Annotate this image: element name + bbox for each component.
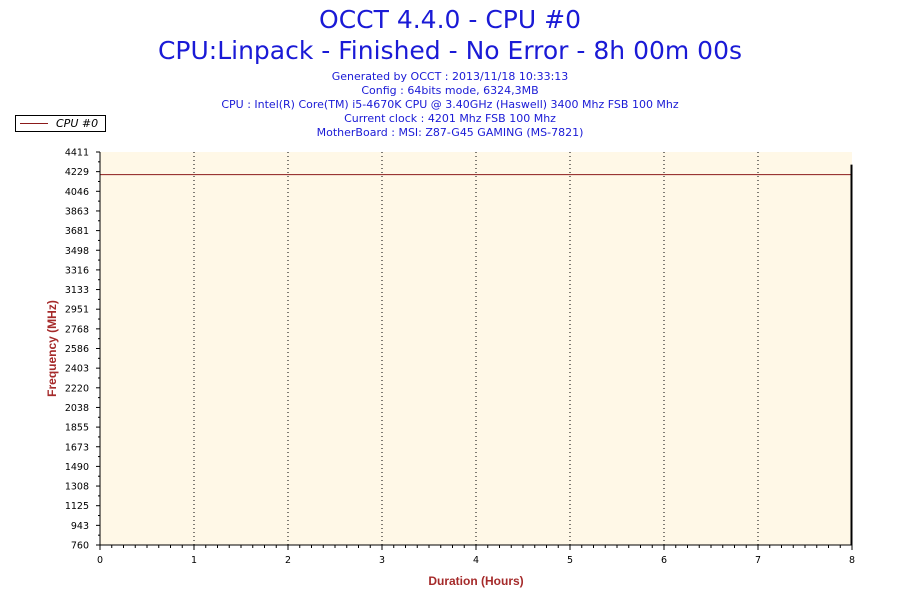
y-tick-label-20: 4411 [65,148,89,159]
y-tick-label-15: 3498 [65,246,89,257]
x-tick-label-4: 4 [473,555,479,566]
info-motherboard: MotherBoard : MSI: Z87-G45 GAMING (MS-78… [316,126,584,139]
y-tick-label-9: 2403 [65,364,89,375]
x-tick-label-3: 3 [379,555,385,566]
x-tick-label-2: 2 [285,555,291,566]
y-tick-label-4: 1490 [65,462,89,473]
y-tick-label-0: 760 [71,541,89,552]
y-tick-label-16: 3681 [65,226,89,237]
y-tick-label-17: 3863 [65,206,89,217]
y-tick-label-10: 2586 [65,344,89,355]
x-tick-label-7: 7 [755,555,761,566]
x-tick-label-8: 8 [849,555,855,566]
y-tick-label-3: 1308 [65,482,89,493]
legend-swatch [20,123,48,124]
x-tick-label-1: 1 [191,555,197,566]
legend: CPU #0 [15,115,106,132]
y-axis-title: Frequency (MHz) [45,300,59,397]
series-layer [100,164,853,545]
y-tick-label-1: 943 [71,521,89,532]
y-tick-label-13: 3133 [65,285,89,296]
info-config: Config : 64bits mode, 6324,3MB [361,84,539,97]
y-tick-label-12: 2951 [65,305,89,316]
y-tick-label-18: 4046 [65,187,89,198]
axis-layer: 7609431125130814901673185520382220240325… [65,148,855,567]
x-tick-label-0: 0 [97,555,103,566]
x-tick-label-5: 5 [567,555,573,566]
x-tick-label-6: 6 [661,555,667,566]
chart-subtitle: CPU:Linpack - Finished - No Error - 8h 0… [157,36,743,65]
y-tick-label-6: 1855 [65,423,89,434]
grid-layer [193,152,759,545]
legend-label: CPU #0 [56,117,99,130]
y-tick-label-8: 2220 [65,383,89,394]
y-tick-label-7: 2038 [65,403,89,414]
y-tick-label-11: 2768 [65,324,89,335]
info-generated: Generated by OCCT : 2013/11/18 10:33:13 [331,70,569,83]
y-tick-label-19: 4229 [65,167,89,178]
y-tick-label-5: 1673 [65,442,89,453]
y-tick-label-2: 1125 [65,501,89,512]
x-axis-title: Duration (Hours) [428,574,523,588]
chart-title: OCCT 4.4.0 - CPU #0 [319,5,581,34]
info-cpu: CPU : Intel(R) Core(TM) i5-4670K CPU @ 3… [221,98,679,111]
info-clock: Current clock : 4201 Mhz FSB 100 Mhz [344,112,556,125]
y-tick-label-14: 3316 [65,265,89,276]
